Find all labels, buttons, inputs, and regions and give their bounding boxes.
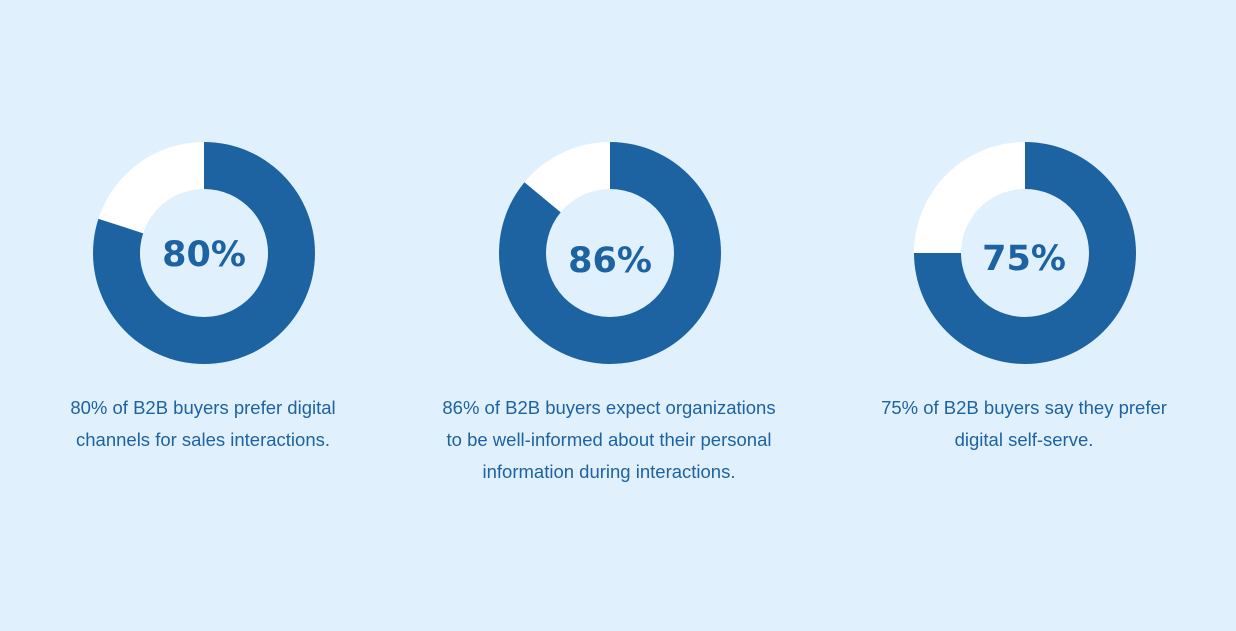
donut-center-label: 86%	[568, 241, 652, 281]
donut-value-slice	[93, 142, 316, 364]
caption-line: to be well-informed about their personal	[446, 429, 772, 450]
donut-value-slice	[914, 142, 1136, 364]
caption-line: channels for sales interactions.	[76, 429, 330, 450]
caption-line: 86% of B2B buyers expect organizations	[442, 397, 776, 418]
caption-line: 80% of B2B buyers prefer digital	[70, 397, 336, 418]
stat-caption: 86% of B2B buyers expect organizations t…	[409, 392, 809, 488]
donut-chart-1: 80%	[93, 142, 316, 364]
donut-value-slice	[499, 142, 721, 364]
caption-line: 75% of B2B buyers say they prefer	[881, 397, 1167, 418]
donut-remainder-slice	[524, 142, 610, 213]
donut-center-label: 80%	[162, 235, 246, 275]
stat-card-1: 80% 80% of B2B buyers prefer digital cha…	[3, 0, 403, 631]
stat-caption: 75% of B2B buyers say they prefer digita…	[824, 392, 1224, 456]
donut-chart-3: 75%	[914, 142, 1136, 364]
donut-remainder-slice	[914, 142, 1025, 253]
donut-chart-2: 86%	[499, 142, 721, 364]
stat-caption: 80% of B2B buyers prefer digital channel…	[3, 392, 403, 456]
donut-remainder-slice	[98, 142, 204, 234]
donut-center-label: 75%	[982, 239, 1066, 279]
caption-line: information during interactions.	[482, 461, 736, 482]
caption-line: digital self-serve.	[954, 429, 1094, 450]
stat-card-3: 75% 75% of B2B buyers say they prefer di…	[824, 0, 1224, 631]
stat-card-2: 86% 86% of B2B buyers expect organizatio…	[409, 0, 809, 631]
